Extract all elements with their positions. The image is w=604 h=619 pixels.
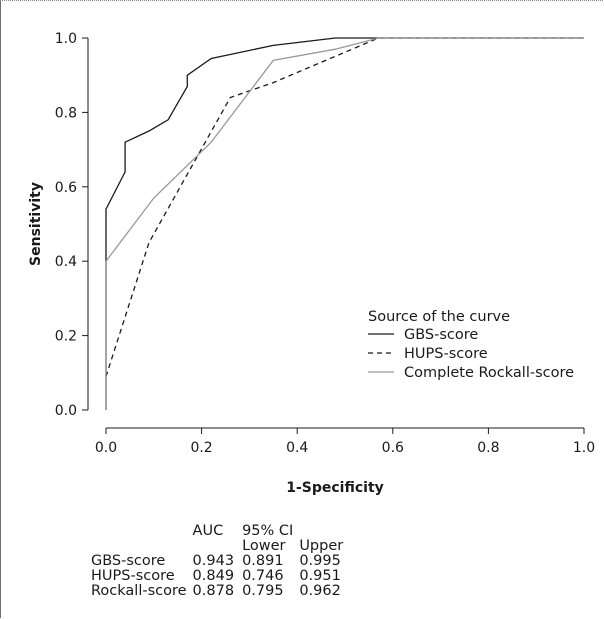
y-tick-label: 1.0 bbox=[55, 31, 77, 47]
legend: Source of the curve GBS-score HUPS-score Co… bbox=[368, 309, 574, 381]
y-tick-label: 0.4 bbox=[55, 254, 77, 270]
x-tick-label: 0.8 bbox=[477, 440, 499, 456]
row-label: HUPS-score bbox=[91, 568, 175, 584]
ci-header-spacer bbox=[299, 524, 349, 539]
ci-header: 95% CI bbox=[242, 523, 294, 539]
x-tick-label: 0.6 bbox=[382, 440, 404, 456]
x-tick-label: 0.2 bbox=[190, 440, 212, 456]
x-tick-label: 1.0 bbox=[573, 440, 595, 456]
legend-entry-label: GBS-score bbox=[404, 327, 478, 343]
auc-table: AUC 95% CI Lower Upper GBS-score 0.943 0… bbox=[91, 524, 349, 599]
table-row: GBS-score 0.943 0.891 0.995 bbox=[91, 554, 349, 569]
auc-table-corner bbox=[91, 524, 193, 539]
roc-curve-hups-score bbox=[105, 37, 584, 377]
x-tick-label: 0.0 bbox=[95, 440, 117, 456]
ci-lower-value: 0.746 bbox=[242, 568, 284, 584]
x-tick-label: 0.4 bbox=[286, 440, 308, 456]
legend-entry-label: Complete Rockall-score bbox=[404, 365, 574, 381]
axes: 0.0 0.2 0.4 0.6 0.8 1.0 0.0 0.2 0.4 0.6 0.8 1.0 1-Sp… bbox=[28, 31, 595, 496]
y-axis-title: Sensitivity bbox=[28, 182, 44, 266]
legend-entry-label: HUPS-score bbox=[404, 346, 488, 362]
auc-value: 0.878 bbox=[192, 583, 235, 599]
roc-chart: 0.0 0.2 0.4 0.6 0.8 1.0 0.0 0.2 0.4 0.6 0.8 1.0 1-Sp… bbox=[28, 31, 595, 496]
legend-title: Source of the curve bbox=[368, 309, 510, 325]
upper-header: Upper bbox=[299, 538, 344, 554]
y-tick-label: 0.8 bbox=[55, 105, 77, 121]
table-row: Rockall-score 0.878 0.795 0.962 bbox=[91, 584, 349, 599]
ci-lower-value: 0.795 bbox=[242, 583, 284, 599]
curves bbox=[105, 37, 584, 410]
auc-value: 0.849 bbox=[192, 568, 235, 584]
table-row: HUPS-score 0.849 0.746 0.951 bbox=[91, 569, 349, 584]
ci-lower-value: 0.891 bbox=[242, 553, 284, 569]
ci-upper-value: 0.995 bbox=[299, 553, 341, 569]
x-axis-title: 1-Specificity bbox=[286, 480, 384, 496]
lower-header: Lower bbox=[242, 538, 286, 554]
auc-table-subheader-row: Lower Upper bbox=[91, 539, 349, 554]
y-tick-label: 0.2 bbox=[55, 329, 77, 345]
roc-curve-complete-rockall-score bbox=[105, 37, 584, 410]
auc-header: AUC bbox=[192, 523, 224, 539]
ci-upper-value: 0.962 bbox=[299, 583, 341, 599]
row-label: GBS-score bbox=[91, 553, 166, 569]
ci-upper-value: 0.951 bbox=[299, 568, 341, 584]
auc-table-header-row: AUC 95% CI bbox=[91, 524, 349, 539]
y-tick-label: 0.0 bbox=[55, 403, 77, 419]
auc-value: 0.943 bbox=[192, 553, 235, 569]
row-label: Rockall-score bbox=[91, 583, 187, 599]
y-tick-label: 0.6 bbox=[55, 180, 77, 196]
roc-curve-gbs-score bbox=[105, 37, 584, 410]
